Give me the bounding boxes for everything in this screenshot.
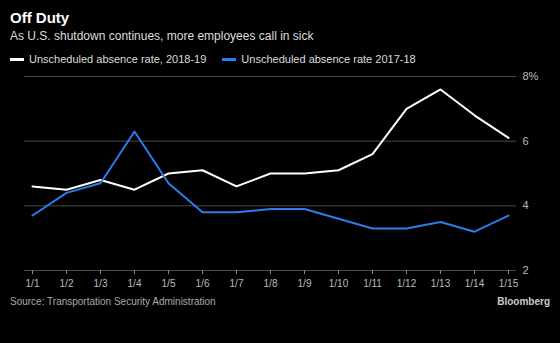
svg-text:1/5: 1/5 [162,278,176,289]
svg-text:1/15: 1/15 [499,278,519,289]
html-text:Unscheduled absence rate 2017-: Unscheduled absence rate 2017-18 [241,53,416,65]
svg-text:1/9: 1/9 [298,278,312,289]
svg-text:2: 2 [523,264,529,276]
svg-text:1/3: 1/3 [94,278,108,289]
svg-text:1/8: 1/8 [264,278,278,289]
svg-text:1/10: 1/10 [329,278,349,289]
html-text:As U.S. shutdown continues, mo: As U.S. shutdown continues, more employe… [10,29,314,43]
svg-text:1/6: 1/6 [196,278,210,289]
svg-text:1/13: 1/13 [431,278,451,289]
svg-text:1/14: 1/14 [465,278,485,289]
svg-text:1/12: 1/12 [397,278,417,289]
svg-text:1/4: 1/4 [128,278,142,289]
html-text:Source: Transportation Securit: Source: Transportation Security Administ… [10,296,216,307]
html-text:Bloomberg: Bloomberg [497,296,550,307]
svg-text:6: 6 [523,135,529,147]
svg-text:4: 4 [523,199,529,211]
html-text:Off Duty: Off Duty [10,9,70,26]
svg-text:8%: 8% [523,70,539,82]
svg-text:1/1: 1/1 [26,278,40,289]
html-text:Unscheduled absence rate, 2018: Unscheduled absence rate, 2018-19 [29,53,207,65]
svg-text:1/7: 1/7 [230,278,244,289]
svg-text:1/2: 1/2 [60,278,74,289]
svg-text:1/11: 1/11 [363,278,382,289]
